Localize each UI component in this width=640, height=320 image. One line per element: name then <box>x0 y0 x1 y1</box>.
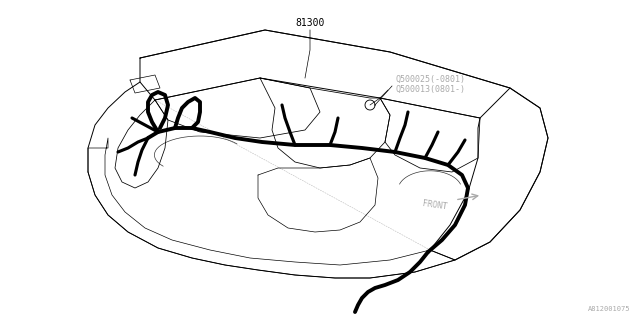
Text: FRONT: FRONT <box>422 199 448 211</box>
Text: Q500013(0801-): Q500013(0801-) <box>396 85 466 94</box>
Text: 81300: 81300 <box>295 18 324 28</box>
Text: A812001075: A812001075 <box>588 306 630 312</box>
Text: Q500025(-0801): Q500025(-0801) <box>396 75 466 84</box>
